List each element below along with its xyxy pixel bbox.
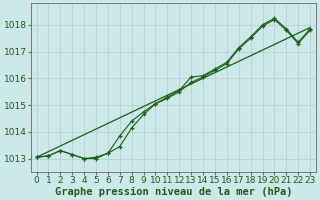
- X-axis label: Graphe pression niveau de la mer (hPa): Graphe pression niveau de la mer (hPa): [55, 186, 292, 197]
